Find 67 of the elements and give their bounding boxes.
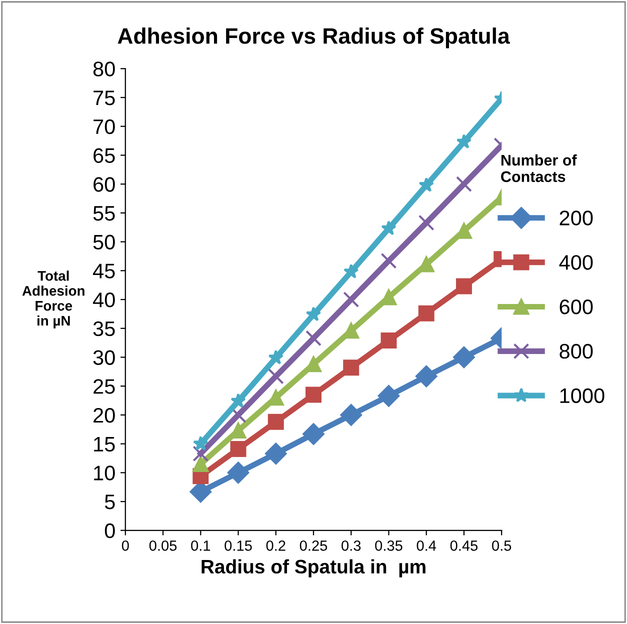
- y-tick-label: 75: [94, 90, 115, 106]
- y-tick-label: 10: [94, 466, 115, 480]
- x-tick-label: 0.5: [492, 540, 512, 551]
- point: [378, 385, 400, 407]
- x-tick-label: 0.35: [375, 540, 402, 551]
- point: [340, 404, 362, 426]
- x-tick-label: 0: [122, 540, 129, 551]
- legend-label: 600: [560, 299, 593, 314]
- y-tick-label: 55: [93, 206, 115, 221]
- y-tick-label: 80: [93, 62, 115, 76]
- x-tick-label: 0.2: [266, 540, 286, 551]
- y-tick-label: 5: [104, 494, 115, 510]
- legend-label: 200: [560, 210, 593, 226]
- point: [306, 330, 322, 346]
- y-axis-title: Total Adhesion Force in µN: [22, 270, 84, 328]
- y-tick-label: 45: [92, 264, 115, 278]
- point: [453, 346, 475, 368]
- point: [415, 365, 438, 388]
- point: [268, 368, 284, 384]
- y-tick-label: 70: [94, 119, 115, 134]
- point: [227, 462, 250, 484]
- y-tick-label: 50: [93, 234, 115, 250]
- y-tick-label: 35: [93, 321, 115, 336]
- point: [268, 350, 284, 364]
- point: [418, 305, 434, 322]
- point: [456, 278, 472, 294]
- point: [265, 442, 287, 464]
- point: [456, 134, 472, 149]
- legend-label: 1000: [560, 388, 604, 404]
- point: [381, 220, 396, 236]
- point: [456, 176, 472, 192]
- point: [343, 292, 360, 308]
- legend-label: 800: [560, 344, 593, 359]
- x-tick-label: 0.4: [416, 540, 436, 551]
- y-tick-label: 60: [94, 177, 115, 192]
- point: [343, 264, 359, 278]
- point: [343, 360, 360, 376]
- legend-label: 400: [559, 255, 593, 270]
- x-tick-label: 0.25: [300, 540, 328, 551]
- point: [380, 252, 397, 269]
- point: [230, 441, 246, 458]
- point: [192, 436, 208, 450]
- point: [268, 414, 284, 430]
- y-tick-label: 15: [94, 437, 115, 452]
- x-tick-label: 0.1: [191, 540, 210, 551]
- y-tick-label: 25: [94, 379, 115, 394]
- point: [302, 423, 324, 445]
- legend-title: Number of Contacts: [501, 154, 577, 182]
- y-tick-label: 0: [104, 523, 115, 538]
- y-tick-label: 30: [93, 350, 115, 365]
- y-tick-label: 20: [94, 408, 115, 423]
- y-tick-label: 65: [94, 148, 115, 163]
- x-tick-label: 0.45: [450, 540, 478, 551]
- point: [306, 306, 322, 322]
- point: [230, 393, 246, 408]
- point: [192, 456, 209, 472]
- x-tick-label: 0.05: [149, 540, 177, 551]
- point: [380, 332, 397, 348]
- x-tick-label: 0.15: [224, 540, 252, 551]
- x-tick-label: 0.3: [342, 540, 361, 551]
- chart-title: Adhesion Force vs Radius of Spatula: [118, 28, 510, 48]
- x-axis-title: Radius of Spatula in µm: [202, 559, 426, 578]
- point: [418, 214, 434, 231]
- point: [306, 386, 322, 403]
- point: [192, 446, 209, 462]
- y-tick-label: 40: [92, 292, 115, 308]
- point: [418, 177, 434, 192]
